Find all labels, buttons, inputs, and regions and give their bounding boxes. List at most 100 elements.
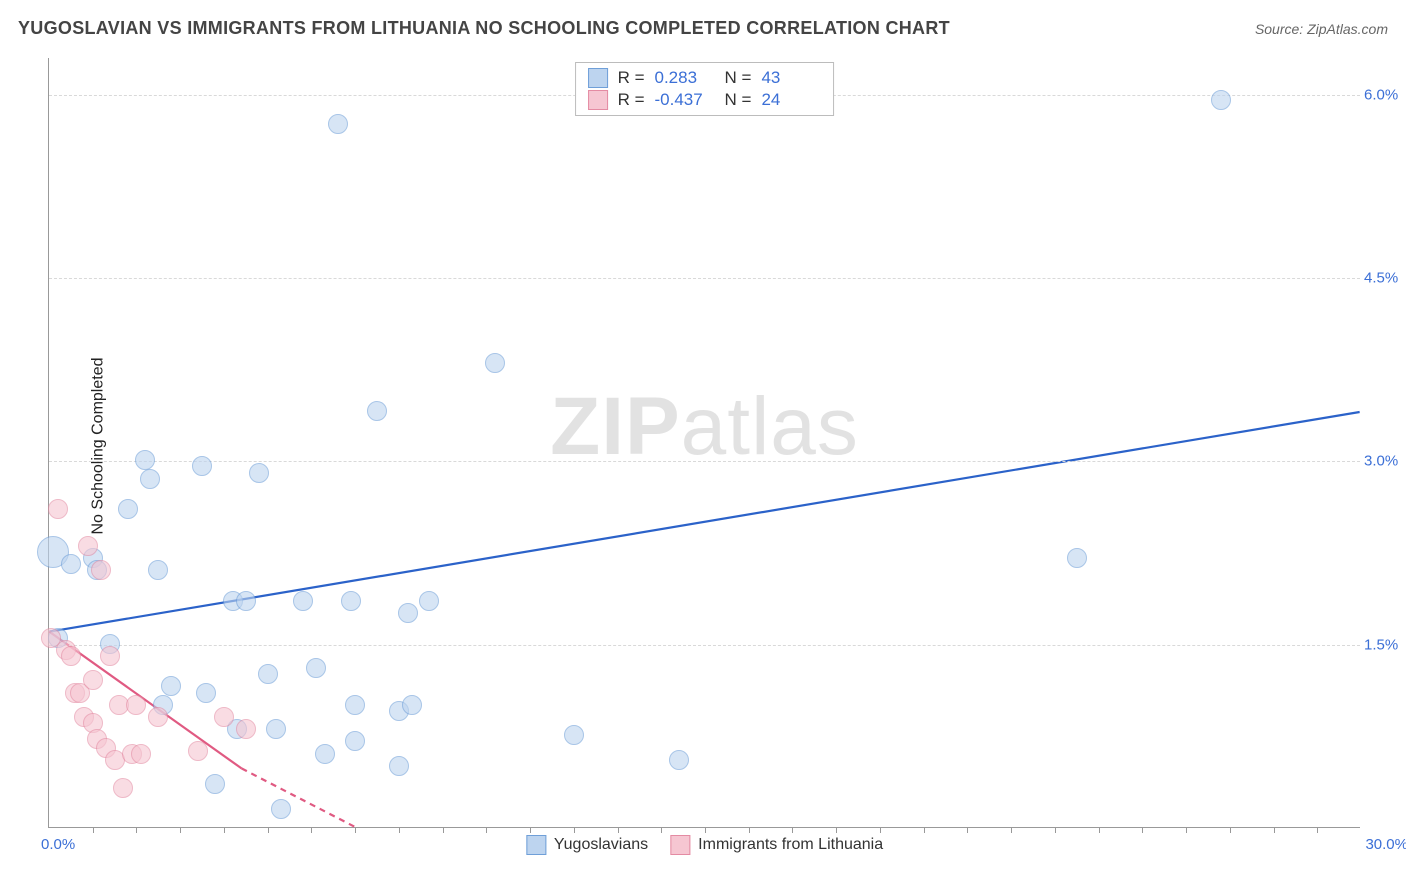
data-point xyxy=(161,676,181,696)
y-tick-label: 4.5% xyxy=(1364,270,1406,287)
data-point xyxy=(345,695,365,715)
x-minor-tick xyxy=(311,827,312,833)
x-minor-tick xyxy=(93,827,94,833)
correlation-legend: R = 0.283 N = 43 R = -0.437 N = 24 xyxy=(575,62,835,116)
data-point xyxy=(196,683,216,703)
n-label: N = xyxy=(725,68,752,88)
gridline xyxy=(49,645,1360,646)
x-minor-tick xyxy=(967,827,968,833)
data-point xyxy=(140,469,160,489)
trend-lines xyxy=(49,58,1360,827)
chart-area: ZIPatlas R =0.283N =43R =-0.437N =24 0.0… xyxy=(48,58,1360,828)
data-point xyxy=(341,591,361,611)
data-point xyxy=(148,560,168,580)
data-point xyxy=(100,646,120,666)
data-point xyxy=(266,719,286,739)
x-minor-tick xyxy=(1274,827,1275,833)
data-point xyxy=(306,658,326,678)
data-point xyxy=(249,463,269,483)
legend-row: R = -0.437 N = 24 xyxy=(588,89,822,111)
data-point xyxy=(91,560,111,580)
x-minor-tick xyxy=(574,827,575,833)
r-label: R = xyxy=(618,68,645,88)
header: YUGOSLAVIAN VS IMMIGRANTS FROM LITHUANIA… xyxy=(18,18,1388,39)
x-minor-tick xyxy=(661,827,662,833)
data-point xyxy=(398,603,418,623)
y-tick-label: 1.5% xyxy=(1364,636,1406,653)
data-point xyxy=(367,401,387,421)
x-minor-tick xyxy=(399,827,400,833)
x-minor-tick xyxy=(268,827,269,833)
data-point xyxy=(1211,90,1231,110)
data-point xyxy=(61,646,81,666)
legend-label: Immigrants from Lithuania xyxy=(698,836,883,854)
x-minor-tick xyxy=(880,827,881,833)
data-point xyxy=(669,750,689,770)
x-minor-tick xyxy=(136,827,137,833)
legend-swatch xyxy=(526,835,546,855)
data-point xyxy=(113,778,133,798)
data-point xyxy=(345,731,365,751)
n-value: 24 xyxy=(761,90,821,110)
data-point xyxy=(389,756,409,776)
x-minor-tick xyxy=(443,827,444,833)
x-minor-tick xyxy=(1186,827,1187,833)
data-point xyxy=(258,664,278,684)
x-tick-max: 30.0% xyxy=(1365,836,1406,853)
data-point xyxy=(402,695,422,715)
data-point xyxy=(188,741,208,761)
x-minor-tick xyxy=(1099,827,1100,833)
x-minor-tick xyxy=(836,827,837,833)
x-minor-tick xyxy=(530,827,531,833)
legend-item: Yugoslavians xyxy=(526,835,648,855)
x-minor-tick xyxy=(486,827,487,833)
data-point xyxy=(135,450,155,470)
x-minor-tick xyxy=(618,827,619,833)
data-point xyxy=(118,499,138,519)
data-point xyxy=(315,744,335,764)
y-tick-label: 6.0% xyxy=(1364,86,1406,103)
x-minor-tick xyxy=(1055,827,1056,833)
gridline xyxy=(49,461,1360,462)
gridline xyxy=(49,278,1360,279)
legend-swatch xyxy=(670,835,690,855)
x-minor-tick xyxy=(1230,827,1231,833)
data-point xyxy=(214,707,234,727)
data-point xyxy=(205,774,225,794)
data-point xyxy=(485,353,505,373)
data-point xyxy=(271,799,291,819)
data-point xyxy=(48,499,68,519)
x-minor-tick xyxy=(1317,827,1318,833)
x-minor-tick xyxy=(749,827,750,833)
legend-item: Immigrants from Lithuania xyxy=(670,835,883,855)
legend-swatch xyxy=(588,90,608,110)
data-point xyxy=(236,719,256,739)
x-minor-tick xyxy=(1142,827,1143,833)
y-tick-label: 3.0% xyxy=(1364,453,1406,470)
data-point xyxy=(1067,548,1087,568)
n-value: 43 xyxy=(761,68,821,88)
r-label: R = xyxy=(618,90,645,110)
data-point xyxy=(419,591,439,611)
r-value: -0.437 xyxy=(655,90,715,110)
watermark: ZIPatlas xyxy=(550,380,859,474)
data-point xyxy=(328,114,348,134)
data-point xyxy=(78,536,98,556)
data-point xyxy=(564,725,584,745)
legend-swatch xyxy=(588,68,608,88)
n-label: N = xyxy=(725,90,752,110)
data-point xyxy=(236,591,256,611)
x-minor-tick xyxy=(705,827,706,833)
data-point xyxy=(126,695,146,715)
x-minor-tick xyxy=(224,827,225,833)
x-tick-min: 0.0% xyxy=(41,836,75,853)
data-point xyxy=(61,554,81,574)
source-label: Source: ZipAtlas.com xyxy=(1255,21,1388,37)
data-point xyxy=(131,744,151,764)
x-minor-tick xyxy=(180,827,181,833)
data-point xyxy=(192,456,212,476)
x-minor-tick xyxy=(792,827,793,833)
chart-title: YUGOSLAVIAN VS IMMIGRANTS FROM LITHUANIA… xyxy=(18,18,950,39)
r-value: 0.283 xyxy=(655,68,715,88)
x-minor-tick xyxy=(355,827,356,833)
